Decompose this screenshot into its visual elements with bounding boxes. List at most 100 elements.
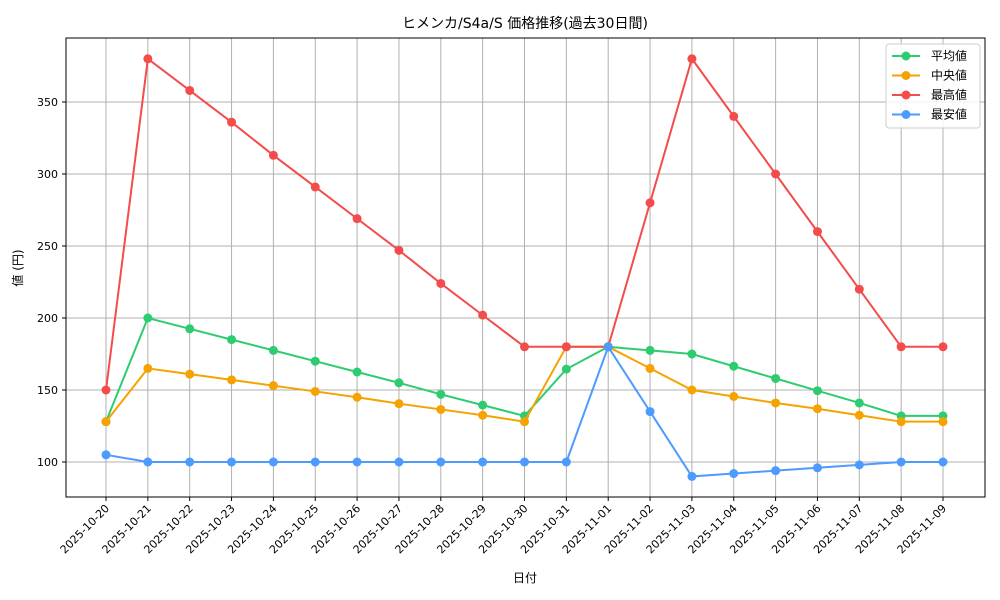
data-point (854, 398, 864, 408)
data-point (520, 457, 529, 467)
y-axis-ticks: 100 150 200 250 300 350 (37, 96, 66, 469)
data-point (687, 54, 697, 64)
data-point (561, 364, 571, 374)
data-point (310, 457, 320, 467)
data-point (143, 363, 153, 373)
data-point (645, 345, 655, 355)
data-point (896, 342, 906, 352)
data-point (771, 169, 781, 179)
data-point (143, 313, 153, 323)
data-point (645, 407, 655, 417)
data-point (478, 410, 488, 420)
data-point (185, 85, 195, 95)
data-point (478, 400, 488, 410)
data-point (143, 54, 153, 64)
data-point (227, 335, 237, 345)
data-point (520, 417, 529, 427)
x-axis-ticks: 2025-10-202025-10-212025-10-222025-10-23… (58, 497, 949, 556)
legend-item: 平均値 (892, 48, 967, 63)
data-point (101, 417, 111, 427)
y-tick-label: 100 (37, 456, 58, 469)
data-point (854, 284, 864, 294)
data-point (687, 349, 697, 359)
plot-area-frame (65, 37, 986, 498)
legend-swatch-marker (901, 110, 911, 119)
y-tick-label: 200 (37, 312, 58, 325)
data-point (603, 342, 613, 352)
data-point (771, 398, 781, 408)
data-point (268, 150, 278, 160)
data-point (561, 457, 571, 467)
data-point (687, 471, 697, 481)
data-point (645, 363, 655, 373)
data-point (771, 466, 781, 476)
data-point (185, 324, 195, 334)
series-3 (101, 342, 948, 481)
data-point (729, 361, 739, 371)
data-point (227, 117, 237, 127)
legend-swatch-marker (901, 90, 911, 100)
y-tick-label: 150 (37, 384, 58, 397)
data-point (854, 410, 864, 420)
data-point (938, 342, 948, 352)
y-tick-label: 350 (37, 96, 58, 109)
legend-label: 最安値 (931, 107, 967, 122)
data-point (310, 182, 320, 192)
chart-title: ヒメンカ/S4a/S 価格推移(過去30日間) (402, 16, 648, 32)
data-point (268, 457, 278, 467)
data-point (352, 214, 362, 224)
y-tick-label: 300 (37, 168, 58, 181)
data-point (478, 310, 488, 320)
data-point (687, 385, 697, 395)
data-point (896, 417, 906, 427)
data-point (938, 417, 948, 427)
data-point (185, 369, 195, 379)
y-axis-label: 値 (円) (10, 249, 25, 286)
series-1 (101, 342, 948, 427)
data-point (227, 457, 237, 467)
legend-item: 最安値 (892, 107, 967, 122)
data-point (938, 457, 948, 467)
series-lines (101, 54, 948, 481)
data-point (310, 356, 320, 366)
legend-item: 最高値 (892, 87, 967, 102)
y-tick-label: 250 (37, 240, 58, 253)
data-point (854, 460, 864, 470)
data-point (143, 457, 153, 467)
data-point (436, 457, 446, 467)
legend-swatch-marker (901, 71, 911, 80)
legend-label: 平均値 (931, 48, 967, 63)
data-point (352, 392, 362, 402)
data-point (436, 278, 446, 288)
data-point (268, 381, 278, 391)
data-point (101, 385, 111, 395)
data-point (436, 404, 446, 414)
data-point (812, 404, 822, 414)
data-point (812, 386, 822, 396)
data-point (771, 373, 781, 383)
data-point (394, 399, 404, 409)
data-point (394, 457, 404, 467)
data-point (394, 378, 404, 388)
legend-item: 中央値 (892, 68, 967, 83)
data-point (394, 245, 404, 255)
data-point (352, 367, 362, 377)
data-point (352, 457, 362, 467)
data-point (478, 457, 488, 467)
legend-swatch-marker (901, 51, 911, 61)
x-axis-label: 日付 (513, 571, 537, 585)
series-2 (101, 54, 948, 395)
data-point (185, 457, 195, 467)
data-point (729, 111, 739, 121)
data-point (645, 198, 655, 208)
data-point (561, 342, 571, 352)
data-point (268, 345, 278, 355)
data-point (101, 450, 111, 460)
data-point (310, 386, 320, 396)
legend-label: 最高値 (931, 87, 967, 102)
data-point (812, 463, 822, 473)
data-point (436, 389, 446, 399)
legend-label: 中央値 (931, 68, 967, 83)
